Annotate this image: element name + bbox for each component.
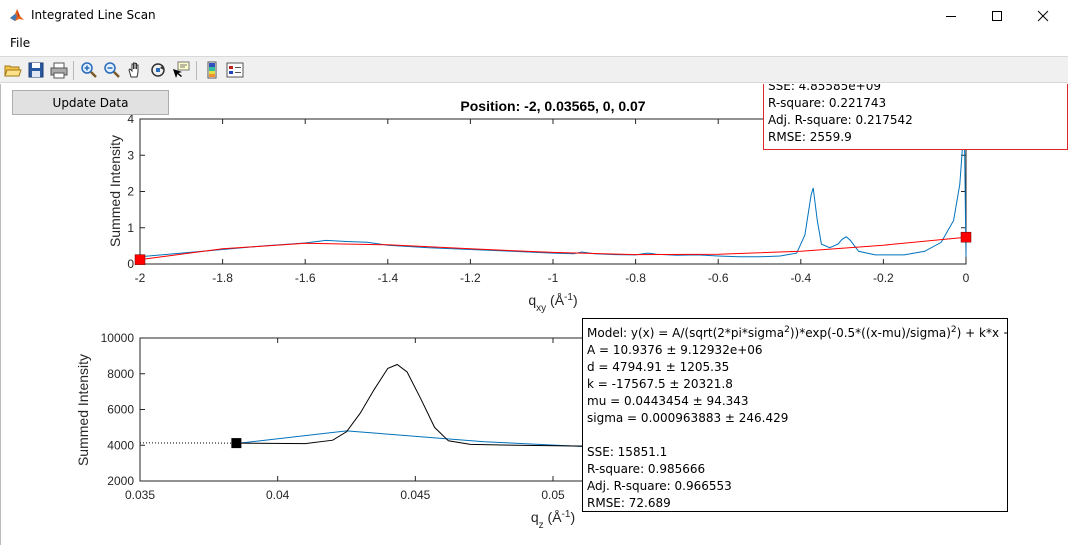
- toolbar-separator: [73, 61, 74, 80]
- window-title: Integrated Line Scan: [31, 8, 156, 22]
- maximize-button[interactable]: [974, 0, 1020, 31]
- x-tick-label: -0.8: [625, 271, 646, 285]
- y-tick-label: 2: [127, 185, 134, 199]
- fit-stat-line: Adj. R-square: 0.966553: [587, 479, 732, 493]
- y-tick-label: 8000: [107, 367, 134, 381]
- update-data-button[interactable]: Update Data: [12, 90, 169, 115]
- x-tick-label: -0.6: [708, 271, 729, 285]
- fit-param-line: sigma = 0.000963883 ± 246.429: [587, 411, 789, 425]
- y-tick-label: 4: [127, 112, 134, 126]
- open-folder-icon[interactable]: [4, 61, 22, 79]
- fit-stat-line: Adj. R-square: 0.217542: [768, 113, 913, 127]
- fit-stat-line: R-square: 0.985666: [587, 462, 706, 476]
- matlab-logo-icon: [10, 9, 24, 21]
- legend-icon[interactable]: [226, 61, 244, 79]
- fit-param-line: k = -17567.5 ± 20321.8: [587, 377, 733, 391]
- spacer: [587, 427, 1007, 444]
- x-tick-label: -1: [548, 271, 559, 285]
- menu-file[interactable]: File: [10, 36, 31, 50]
- fit-stat-line: SSE: 15851.1: [587, 445, 668, 459]
- x-tick-label: -0.4: [790, 271, 811, 285]
- bottom-x-axis-label: qz (Å-1): [531, 509, 575, 531]
- toolbar-separator: [196, 61, 197, 80]
- x-tick-label: 0.035: [125, 488, 155, 502]
- top-plot-title: Position: -2, 0.03565, 0, 0.07: [460, 98, 645, 114]
- colorbar-icon[interactable]: [203, 61, 221, 79]
- close-icon: [1037, 10, 1049, 21]
- fit-param-line: d = 4794.91 ± 1205.35: [587, 360, 730, 374]
- zoom-out-icon[interactable]: [103, 61, 121, 79]
- x-tick-label: -1.8: [212, 271, 233, 285]
- fit-range-handle[interactable]: [231, 438, 242, 449]
- x-tick-label: 0.05: [541, 488, 565, 502]
- top-fit-results-box: SSE: 4.85585e+09 R-square: 0.221743 Adj.…: [763, 84, 1068, 150]
- top-fit-curve: [139, 236, 967, 261]
- close-button[interactable]: [1020, 0, 1066, 31]
- maximize-icon: [992, 10, 1002, 21]
- x-tick-label: 0: [963, 271, 970, 285]
- print-icon[interactable]: [50, 61, 68, 79]
- bottom-data-series: [236, 430, 609, 449]
- x-tick-label: -1.2: [460, 271, 481, 285]
- toolbar: [0, 56, 1068, 83]
- bottom-fit-results-box: Model: y(x) = A/(sqrt(2*pi*sigma2))*exp(…: [582, 318, 1008, 512]
- fit-stat-line: R-square: 0.221743: [768, 96, 887, 110]
- fit-range-handle[interactable]: [134, 254, 146, 265]
- minimize-icon: [946, 15, 956, 17]
- save-icon[interactable]: [27, 61, 45, 79]
- fit-stat-line: RMSE: 72.689: [587, 496, 671, 510]
- rotate-3d-icon[interactable]: [149, 61, 167, 79]
- y-tick-label: 1: [127, 221, 134, 235]
- fit-model-line: Model: y(x) = A/(sqrt(2*pi*sigma2))*exp(…: [587, 325, 1007, 340]
- x-tick-label: -1.4: [377, 271, 398, 285]
- top-y-axis-label: Summed Intensity: [107, 135, 123, 247]
- x-tick-label: -1.6: [295, 271, 316, 285]
- menu-bar: File: [0, 31, 1068, 56]
- zoom-in-icon[interactable]: [80, 61, 98, 79]
- minimize-button[interactable]: [928, 0, 974, 31]
- x-tick-label: -0.2: [873, 271, 894, 285]
- fit-param-line: A = 10.9376 ± 9.12932e+06: [587, 343, 763, 357]
- fit-range-handle[interactable]: [960, 231, 972, 243]
- title-bar: Integrated Line Scan: [0, 0, 1068, 31]
- y-tick-label: 2000: [107, 474, 134, 488]
- y-tick-label: 4000: [107, 438, 134, 452]
- data-cursor-icon[interactable]: [172, 61, 190, 79]
- y-tick-label: 0: [127, 257, 134, 271]
- fit-param-line: mu = 0.0443454 ± 94.343: [587, 394, 749, 408]
- x-tick-label: -2: [135, 271, 146, 285]
- x-tick-label: 0.045: [400, 488, 430, 502]
- fit-stat-line: SSE: 4.85585e+09: [768, 84, 882, 93]
- bottom-y-axis-label: Summed Intensity: [75, 354, 91, 466]
- top-x-axis-label: qxy (Å-1): [528, 292, 577, 314]
- y-tick-label: 10000: [101, 331, 135, 345]
- pan-hand-icon[interactable]: [126, 61, 144, 79]
- x-tick-label: 0.04: [266, 488, 290, 502]
- y-tick-label: 3: [127, 148, 134, 162]
- fit-stat-line: RMSE: 2559.9: [768, 130, 852, 144]
- y-tick-label: 6000: [107, 403, 134, 417]
- bottom-fit-curve: [236, 363, 609, 447]
